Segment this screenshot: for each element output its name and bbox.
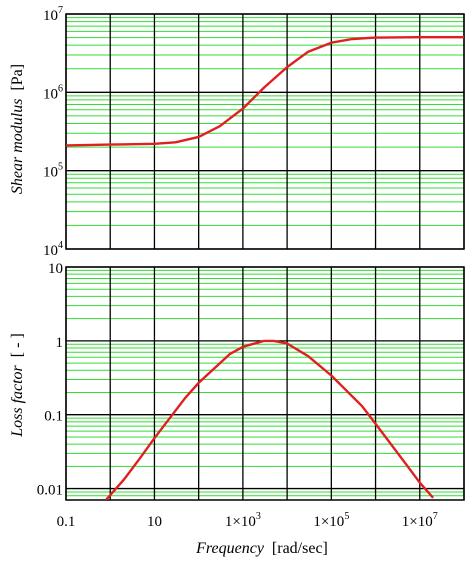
frequency-axis-title: Frequency [rad/sec]	[195, 540, 328, 557]
shear-modulus-axis-label: Shear modulus	[9, 99, 26, 195]
shear-modulus-axis-unit: [Pa]	[9, 64, 26, 91]
frequency-axis-label: Frequency	[195, 540, 265, 557]
loss-factor-panel: 10 1 0.1 0.01 0.1 10 1×103 1×105 1×107	[37, 261, 465, 530]
frequency-axis-unit: [rad/sec]	[272, 540, 328, 557]
loss-factor-y-tick-label: 0.1	[44, 409, 63, 425]
loss-factor-x-tick-label: 0.1	[57, 514, 76, 530]
shear-modulus-plot-frame	[65, 13, 465, 250]
loss-factor-axis-title: Loss factor [ - ]	[9, 333, 26, 438]
shear-modulus-y-tick-label: 107	[43, 5, 63, 24]
loss-factor-x-tick-label: 1×103	[225, 511, 261, 530]
loss-factor-y-tick-label: 10	[48, 261, 63, 277]
shear-modulus-y-tick-label: 105	[43, 162, 63, 181]
loss-factor-x-tick-label: 10	[147, 514, 162, 530]
shear-modulus-axis-title: Shear modulus [Pa]	[9, 64, 26, 194]
loss-factor-y-tick-label: 0.01	[37, 483, 63, 499]
loss-factor-axis-label: Loss factor	[9, 364, 26, 437]
shear-modulus-y-tick-label: 106	[43, 83, 63, 102]
loss-factor-y-tick-label: 1	[56, 335, 64, 351]
shear-modulus-y-tick-label: 104	[43, 240, 63, 259]
shear-modulus-panel: 104 105 106 107	[43, 5, 465, 259]
loss-factor-axis-unit: [ - ]	[9, 333, 26, 357]
shear-modulus-curve	[66, 36, 464, 147]
loss-factor-plot-frame	[65, 266, 465, 501]
loss-factor-x-tick-label: 1×107	[402, 511, 438, 530]
loss-factor-x-tick-label: 1×105	[313, 511, 349, 530]
loss-factor-curve	[105, 339, 435, 500]
